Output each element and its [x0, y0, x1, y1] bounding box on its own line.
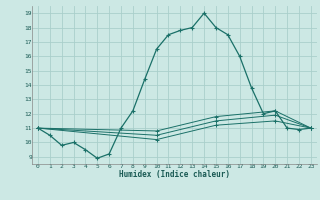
X-axis label: Humidex (Indice chaleur): Humidex (Indice chaleur) — [119, 170, 230, 179]
